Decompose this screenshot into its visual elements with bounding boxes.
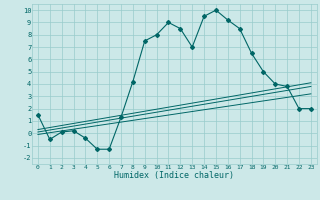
X-axis label: Humidex (Indice chaleur): Humidex (Indice chaleur) <box>115 171 234 180</box>
